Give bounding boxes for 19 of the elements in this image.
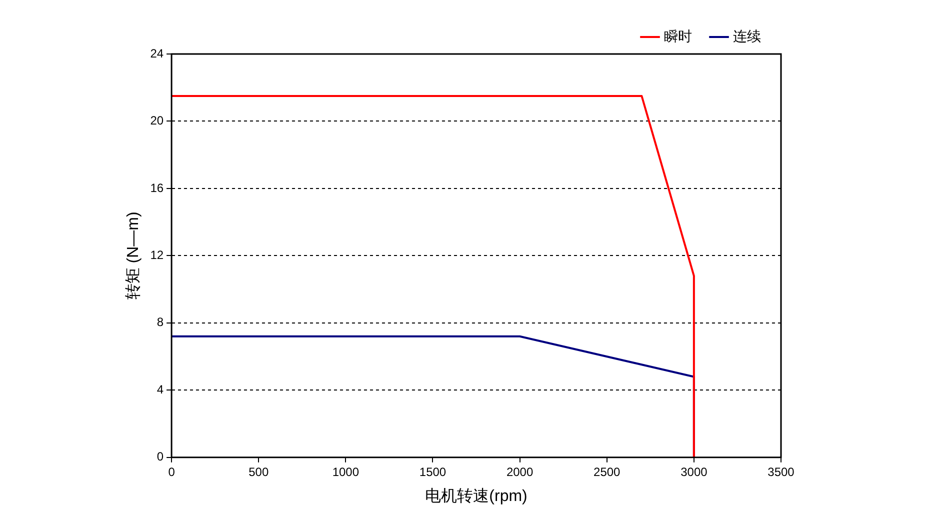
y-tick-label: 4 (156, 382, 164, 396)
y-tick-label: 0 (156, 450, 164, 464)
x-tick-label: 2000 (506, 464, 534, 479)
y-tick-label: 8 (156, 315, 164, 330)
x-tick-label: 3500 (768, 464, 795, 479)
y-axis-title: 转矩 (N—m) (125, 212, 142, 300)
x-tick-label: 2500 (594, 464, 621, 479)
x-tick-label: 0 (168, 464, 176, 479)
y-tick-label: 16 (150, 180, 164, 195)
y-tick-label: 12 (150, 248, 164, 262)
x-axis-title: 电机转速(rpm) (425, 486, 528, 505)
legend-label: 瞬时 (664, 28, 692, 44)
y-tick-label: 24 (150, 46, 164, 60)
x-tick-label: 500 (248, 464, 269, 479)
y-tick-label: 20 (150, 114, 164, 128)
x-tick-label: 1000 (332, 464, 360, 479)
x-tick-label: 1500 (419, 464, 446, 479)
legend-label: 连续 (733, 28, 761, 44)
x-tick-label: 3000 (680, 464, 708, 479)
